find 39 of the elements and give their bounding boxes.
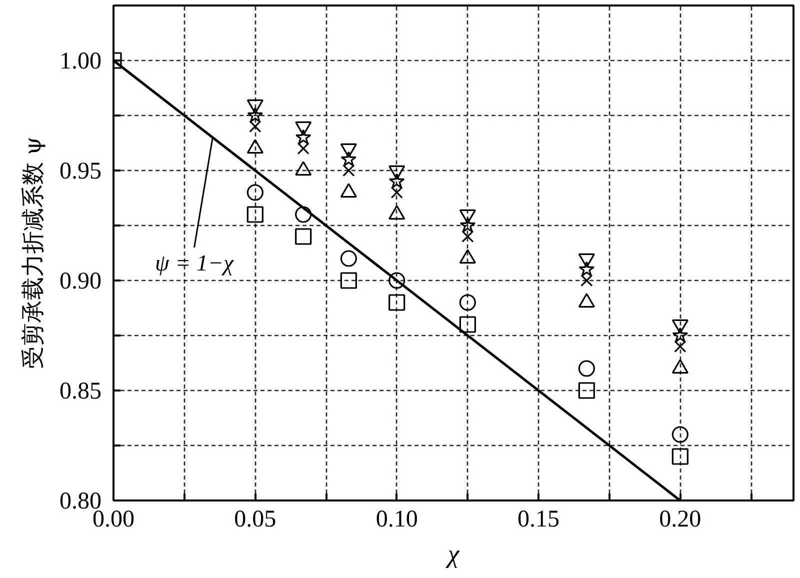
- point: [246, 184, 264, 201]
- point: [578, 382, 595, 399]
- point: [672, 448, 688, 465]
- point: [462, 230, 474, 243]
- point: [297, 142, 310, 155]
- y-tick-label: 0.85: [60, 378, 102, 404]
- annotation: ψ = 1−χ: [155, 250, 234, 276]
- y-tick-label: 0.90: [60, 268, 102, 294]
- point: [460, 217, 476, 232]
- point: [340, 272, 357, 289]
- point: [295, 206, 312, 223]
- point: [674, 340, 686, 353]
- point: [246, 206, 264, 223]
- point: [578, 261, 595, 276]
- x-tick-label: 0.20: [659, 506, 702, 532]
- point: [459, 294, 476, 311]
- point: [459, 316, 476, 333]
- x-tick-label: 0.05: [234, 506, 276, 532]
- point: [249, 120, 262, 133]
- y-tick-label: 1.00: [60, 48, 102, 74]
- y-tick-label: 0.95: [60, 158, 102, 184]
- point: [247, 107, 264, 122]
- point: [388, 272, 406, 289]
- point: [388, 173, 405, 188]
- point: [295, 129, 312, 144]
- point: [340, 250, 357, 267]
- y-axis-title: 受剪承载力折减系数 ψ: [20, 136, 46, 370]
- point: [672, 327, 688, 342]
- point: [578, 360, 595, 377]
- point: [390, 186, 403, 199]
- point: [580, 274, 593, 287]
- point: [388, 294, 406, 311]
- point: [672, 426, 688, 443]
- point: [340, 151, 357, 166]
- x-tick-label: 0.10: [376, 506, 418, 532]
- point: [295, 228, 312, 245]
- x-axis-title: χ: [444, 540, 460, 568]
- x-tick-label: 0.15: [518, 506, 560, 532]
- point: [342, 164, 355, 177]
